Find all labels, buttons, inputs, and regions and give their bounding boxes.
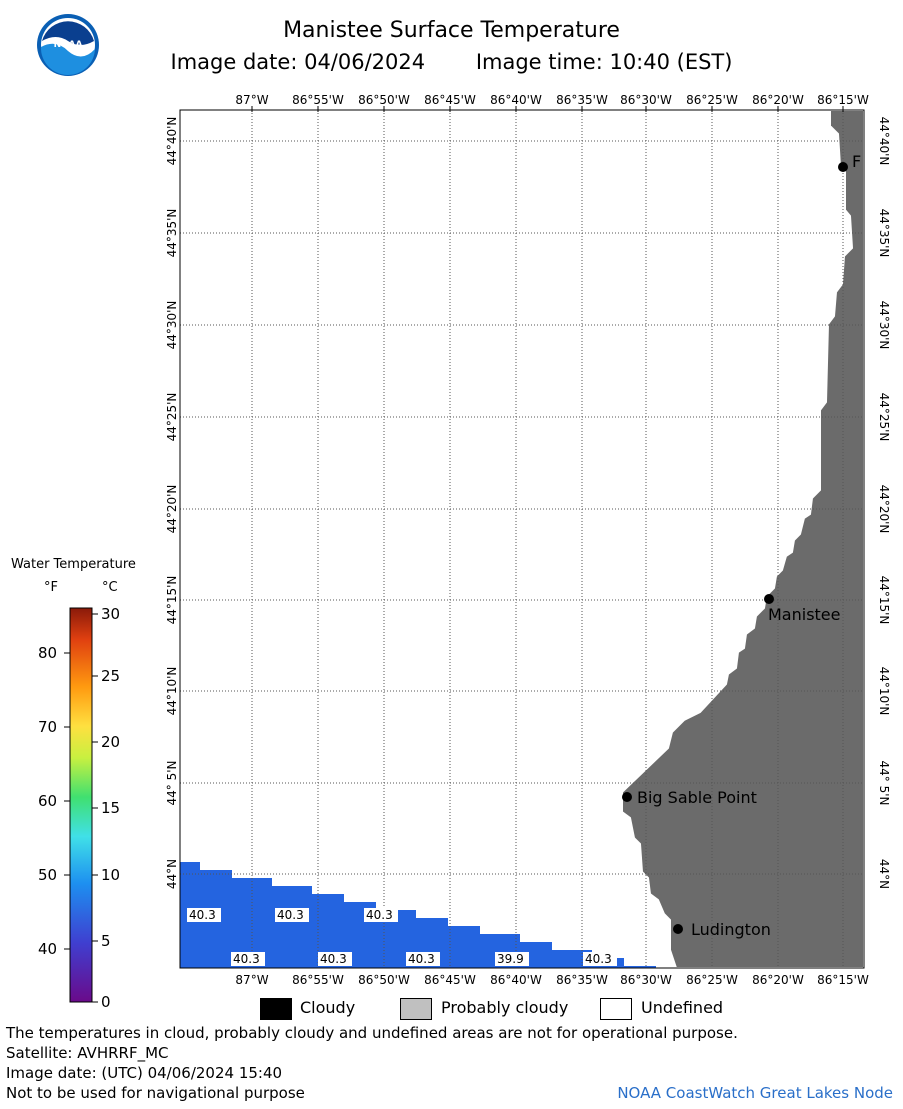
lat-label-left: 44°25'N (165, 393, 179, 442)
colorbar-unit-f: °F (44, 580, 58, 595)
lat-label-left: 44°40'N (165, 117, 179, 166)
lat-label-right: 44°20'N (877, 485, 891, 534)
colorbar-f-tick: 50 (38, 866, 58, 884)
navigation-warning: Not to be used for navigational purpose (6, 1084, 305, 1102)
colorbar-c-tick: 0 (101, 993, 111, 1011)
temp-label: 40.3 (277, 908, 304, 922)
lon-label-bottom: 86°40'W (490, 973, 542, 987)
lon-label-bottom: 86°50'W (358, 973, 410, 987)
lon-label-bottom: 86°30'W (620, 973, 672, 987)
colorbar-c-tick: 10 (101, 866, 121, 884)
place-marker (622, 792, 632, 802)
legend-swatch-cloudy (260, 998, 292, 1020)
place-label: Ludington (691, 920, 771, 939)
disclaimer-text: The temperatures in cloud, probably clou… (6, 1024, 738, 1042)
place-marker (673, 924, 683, 934)
legend-label-probably-cloudy: Probably cloudy (441, 998, 569, 1017)
lon-label-bottom: 86°35'W (556, 973, 608, 987)
land-area (621, 109, 865, 969)
lon-label-bottom: 86°55'W (292, 973, 344, 987)
lon-label-bottom: 87°W (235, 973, 268, 987)
lon-label-bottom: 86°25'W (686, 973, 738, 987)
lon-label-top: 86°15'W (817, 93, 869, 107)
lon-label-bottom: 86°15'W (817, 973, 869, 987)
place-marker (838, 162, 848, 172)
colorbar-c-tick: 5 (101, 932, 111, 950)
lat-label-left: 44° 5'N (165, 761, 179, 806)
lon-label-top: 86°55'W (292, 93, 344, 107)
lat-label-left: 44°N (165, 859, 179, 889)
image-datetime: Image date: 04/06/2024 Image time: 10:40… (0, 50, 903, 74)
colorbar-f-tick: 80 (38, 644, 58, 662)
lon-label-top: 86°50'W (358, 93, 410, 107)
lat-label-right: 44°35'N (877, 209, 891, 258)
credit-text: NOAA CoastWatch Great Lakes Node (617, 1084, 893, 1102)
legend-label-cloudy: Cloudy (300, 998, 356, 1017)
lat-label-left: 44°10'N (165, 667, 179, 716)
temp-label: 39.9 (497, 952, 524, 966)
colorbar-c-tick: 30 (101, 605, 121, 623)
colorbar (64, 607, 98, 1003)
temp-label: 40.3 (585, 952, 612, 966)
colorbar-f-tick: 60 (38, 792, 58, 810)
lat-label-left: 44°35'N (165, 209, 179, 258)
colorbar-title: Water Temperature (11, 557, 136, 572)
colorbar-c-tick: 15 (101, 799, 121, 817)
page-title: Manistee Surface Temperature (283, 18, 620, 43)
lon-label-top: 86°40'W (490, 93, 542, 107)
place-marker (764, 594, 774, 604)
lon-label-top: 86°45'W (424, 93, 476, 107)
lat-label-right: 44°25'N (877, 393, 891, 442)
water-temp-area (180, 862, 656, 968)
lon-label-top: 86°30'W (620, 93, 672, 107)
lat-label-right: 44° 5'N (877, 761, 891, 806)
noaa-logo-text: NOAA (54, 40, 83, 50)
legend-label-undefined: Undefined (641, 998, 724, 1017)
lon-label-top: 86°35'W (556, 93, 608, 107)
noaa-logo: NOAA (37, 14, 99, 76)
lon-label-bottom: 86°20'W (752, 973, 804, 987)
temp-label: 40.3 (320, 952, 347, 966)
lon-label-top: 87°W (235, 93, 268, 107)
colorbar-unit-c: °C (102, 580, 118, 595)
lat-label-right: 44°40'N (877, 117, 891, 166)
colorbar-f-tick: 70 (38, 718, 58, 736)
temp-label: 40.3 (366, 908, 393, 922)
place-label: F (852, 152, 861, 171)
lat-label-left: 44°30'N (165, 301, 179, 350)
temp-label: 40.3 (233, 952, 260, 966)
legend-swatch-probably-cloudy (400, 998, 432, 1020)
image-time: Image time: 10:40 (EST) (475, 50, 733, 74)
lat-label-right: 44°15'N (877, 576, 891, 625)
lon-label-top: 86°20'W (752, 93, 804, 107)
temperature-map: 87°W 86°55'W 86°50'W 86°45'W 86°40'W 86°… (165, 93, 891, 987)
colorbar-c-tick: 20 (101, 733, 121, 751)
lat-label-left: 44°20'N (165, 485, 179, 534)
lat-label-right: 44°10'N (877, 667, 891, 716)
utc-date-text: Image date: (UTC) 04/06/2024 15:40 (6, 1064, 283, 1082)
place-label: Manistee (768, 605, 841, 624)
colorbar-c-tick: 25 (101, 667, 121, 685)
temp-label: 40.3 (408, 952, 435, 966)
lat-label-right: 44°30'N (877, 301, 891, 350)
lon-label-top: 86°25'W (686, 93, 738, 107)
lat-label-right: 44°N (877, 859, 891, 889)
place-label: Big Sable Point (637, 788, 757, 807)
colorbar-f-tick: 40 (38, 940, 58, 958)
lon-label-bottom: 86°45'W (424, 973, 476, 987)
temp-label: 40.3 (189, 908, 216, 922)
legend-swatch-undefined (600, 998, 632, 1020)
lat-label-left: 44°15'N (165, 576, 179, 625)
satellite-text: Satellite: AVHRRF_MC (6, 1044, 169, 1062)
image-date: Image date: 04/06/2024 (170, 50, 426, 74)
